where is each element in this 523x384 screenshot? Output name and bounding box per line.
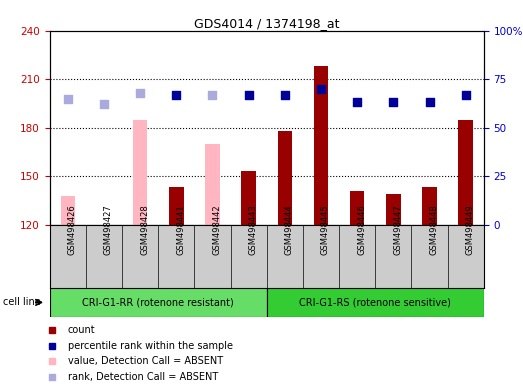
- Bar: [133, 119, 147, 225]
- Point: [64, 96, 72, 102]
- Bar: [314, 66, 328, 225]
- Point: [136, 90, 144, 96]
- Bar: [267, 288, 484, 317]
- Bar: [459, 119, 473, 225]
- Point: [389, 99, 397, 106]
- Bar: [242, 171, 256, 225]
- Text: percentile rank within the sample: percentile rank within the sample: [68, 341, 233, 351]
- Bar: [61, 195, 75, 225]
- Text: GSM498444: GSM498444: [285, 204, 294, 255]
- Text: GSM498445: GSM498445: [321, 204, 330, 255]
- Text: count: count: [68, 325, 96, 335]
- Title: GDS4014 / 1374198_at: GDS4014 / 1374198_at: [194, 17, 339, 30]
- Bar: [422, 187, 437, 225]
- Text: GSM498427: GSM498427: [104, 204, 113, 255]
- Text: GSM498426: GSM498426: [68, 204, 77, 255]
- Text: GSM498441: GSM498441: [176, 204, 185, 255]
- Text: cell line: cell line: [3, 297, 40, 308]
- Bar: [50, 288, 267, 317]
- Text: GSM498442: GSM498442: [212, 204, 221, 255]
- Text: CRI-G1-RR (rotenone resistant): CRI-G1-RR (rotenone resistant): [82, 297, 234, 308]
- Text: GSM498449: GSM498449: [465, 204, 475, 255]
- Point: [461, 92, 470, 98]
- Bar: [350, 191, 365, 225]
- Bar: [169, 187, 184, 225]
- Text: CRI-G1-RS (rotenone sensitive): CRI-G1-RS (rotenone sensitive): [299, 297, 451, 308]
- Point: [100, 101, 108, 108]
- Text: GSM498443: GSM498443: [248, 204, 258, 255]
- Text: GSM498448: GSM498448: [429, 204, 438, 255]
- Text: GSM498447: GSM498447: [393, 204, 402, 255]
- Point: [353, 99, 361, 106]
- Point: [281, 92, 289, 98]
- Text: GSM498446: GSM498446: [357, 204, 366, 255]
- Point: [172, 92, 180, 98]
- Text: value, Detection Call = ABSENT: value, Detection Call = ABSENT: [68, 356, 223, 366]
- Text: rank, Detection Call = ABSENT: rank, Detection Call = ABSENT: [68, 372, 218, 382]
- Point: [244, 92, 253, 98]
- Text: GSM498428: GSM498428: [140, 204, 149, 255]
- Bar: [278, 131, 292, 225]
- Bar: [386, 194, 401, 225]
- Point: [425, 99, 434, 106]
- Bar: [205, 144, 220, 225]
- Point: [317, 86, 325, 92]
- Point: [208, 92, 217, 98]
